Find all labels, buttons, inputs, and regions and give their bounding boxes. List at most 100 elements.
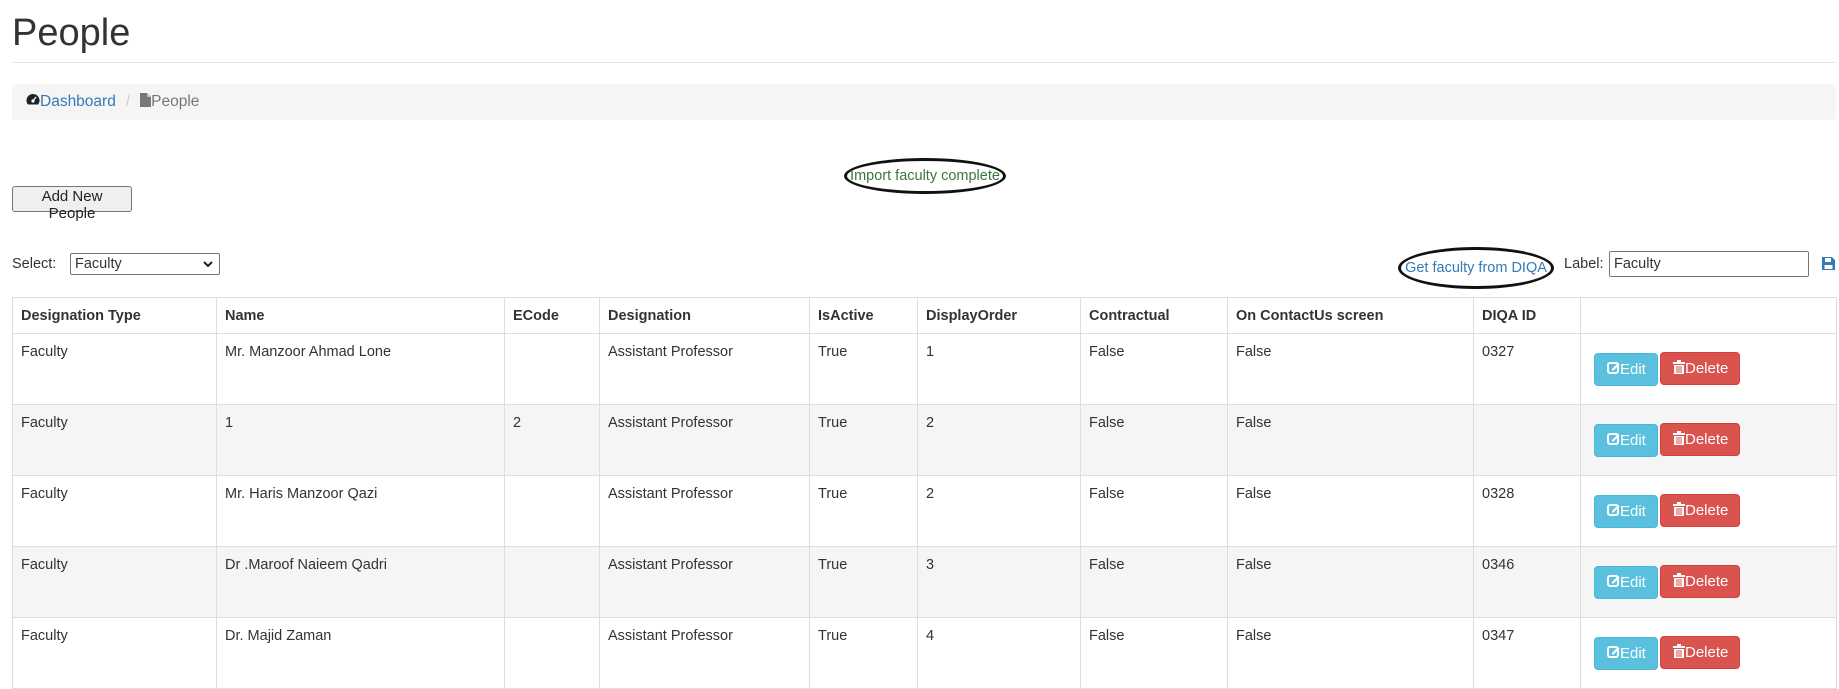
actions-cell: Edit Delete [1580, 333, 1837, 405]
table-cell: Faculty [12, 617, 217, 689]
delete-button[interactable]: Delete [1660, 565, 1740, 598]
table-cell: False [1080, 475, 1228, 547]
table-cell: Assistant Professor [599, 546, 810, 618]
actions-cell: Edit Delete [1580, 404, 1837, 476]
table-cell: Mr. Manzoor Ahmad Lone [216, 333, 505, 405]
delete-label: Delete [1685, 502, 1729, 519]
column-header: Contractual [1080, 297, 1228, 334]
table-cell [504, 617, 600, 689]
edit-label: Edit [1620, 573, 1646, 591]
column-header: Name [216, 297, 505, 334]
delete-label: Delete [1685, 360, 1729, 377]
edit-label: Edit [1620, 360, 1646, 378]
table-cell: False [1080, 617, 1228, 689]
delete-button[interactable]: Delete [1660, 352, 1740, 385]
column-header: Designation Type [12, 297, 217, 334]
table-row: Faculty Dr .Maroof Naieem Qadri Assistant … [12, 546, 1837, 618]
table-cell [504, 475, 600, 547]
table-cell: False [1227, 546, 1474, 618]
table-header-row: Designation Type Name ECode Designation IsAc… [12, 297, 1837, 334]
page-title: People [12, 12, 131, 54]
people-table: Designation Type Name ECode Designation IsAc… [12, 297, 1837, 689]
table-cell: 0327 [1473, 333, 1581, 405]
edit-button[interactable]: Edit [1594, 423, 1658, 457]
table-cell: Mr. Haris Manzoor Qazi [216, 475, 505, 547]
table-cell: False [1227, 404, 1474, 476]
table-cell: False [1080, 546, 1228, 618]
divider [12, 62, 1836, 63]
save-icon[interactable] [1822, 257, 1835, 275]
chevron-down-icon [203, 256, 213, 272]
table-cell: True [809, 333, 918, 405]
table-cell: Assistant Professor [599, 404, 810, 476]
table-cell: Dr .Maroof Naieem Qadri [216, 546, 505, 618]
dashboard-icon [26, 93, 40, 111]
table-row: Faculty Dr. Majid Zaman Assistant Professo… [12, 617, 1837, 689]
select-value: Faculty [75, 256, 122, 272]
delete-label: Delete [1685, 573, 1729, 590]
trash-icon [1673, 501, 1685, 520]
table-row: Faculty Mr. Manzoor Ahmad Lone Assistant P… [12, 333, 1837, 405]
get-faculty-from-diqa-link[interactable]: Get faculty from DIQA [1398, 247, 1554, 289]
table-cell: Assistant Professor [599, 333, 810, 405]
add-new-people-button[interactable]: Add New People [12, 186, 132, 222]
label-input[interactable] [1609, 251, 1809, 277]
column-header [1580, 297, 1837, 334]
actions-cell: Edit Delete [1580, 546, 1837, 618]
breadcrumb-separator: / [125, 93, 131, 110]
delete-button[interactable]: Delete [1660, 494, 1740, 527]
actions-cell: Edit Delete [1580, 617, 1837, 689]
table-cell: False [1080, 333, 1228, 405]
table-cell: 3 [917, 546, 1081, 618]
edit-button[interactable]: Edit [1594, 565, 1658, 599]
edit-icon [1607, 574, 1620, 591]
table-cell: True [809, 617, 918, 689]
table-cell: 1 [216, 404, 505, 476]
table-cell [1473, 404, 1581, 476]
table-cell: False [1227, 617, 1474, 689]
designation-type-select[interactable]: Faculty [70, 253, 220, 275]
table-cell: Assistant Professor [599, 617, 810, 689]
status-message: Import faculty complete [844, 158, 1006, 194]
table-cell: 4 [917, 617, 1081, 689]
edit-button[interactable]: Edit [1594, 494, 1658, 528]
breadcrumb: Dashboard / People [12, 84, 1836, 120]
table-cell: Faculty [12, 404, 217, 476]
edit-button[interactable]: Edit [1594, 636, 1658, 670]
table-cell: Faculty [12, 475, 217, 547]
delete-button[interactable]: Delete [1660, 423, 1740, 456]
table-cell: False [1080, 404, 1228, 476]
edit-label: Edit [1620, 502, 1646, 520]
edit-button[interactable]: Edit [1594, 352, 1658, 386]
column-header: On ContactUs screen [1227, 297, 1474, 334]
select-label: Select: [12, 256, 57, 272]
table-cell: 1 [917, 333, 1081, 405]
edit-label: Edit [1620, 431, 1646, 449]
table-cell: False [1227, 333, 1474, 405]
table-row: Faculty 1 2 Assistant Professor True 2 False Fa… [12, 404, 1837, 476]
edit-icon [1607, 361, 1620, 378]
column-header: Designation [599, 297, 810, 334]
table-cell: True [809, 546, 918, 618]
table-cell: 0346 [1473, 546, 1581, 618]
table-cell: Assistant Professor [599, 475, 810, 547]
label-field-label: Label: [1564, 256, 1604, 272]
table-cell [504, 546, 600, 618]
trash-icon [1673, 643, 1685, 662]
table-cell: Faculty [12, 546, 217, 618]
table-cell: 2 [504, 404, 600, 476]
table-cell [504, 333, 600, 405]
edit-icon [1607, 503, 1620, 520]
delete-button[interactable]: Delete [1660, 636, 1740, 669]
table-cell: 0328 [1473, 475, 1581, 547]
table-cell: Dr. Majid Zaman [216, 617, 505, 689]
table-cell: True [809, 475, 918, 547]
column-header: DisplayOrder [917, 297, 1081, 334]
table-row: Faculty Mr. Haris Manzoor Qazi Assistant P… [12, 475, 1837, 547]
delete-label: Delete [1685, 431, 1729, 448]
edit-label: Edit [1620, 644, 1646, 662]
trash-icon [1673, 359, 1685, 378]
edit-icon [1607, 432, 1620, 449]
breadcrumb-dashboard-link[interactable]: Dashboard [40, 93, 116, 110]
delete-label: Delete [1685, 644, 1729, 661]
